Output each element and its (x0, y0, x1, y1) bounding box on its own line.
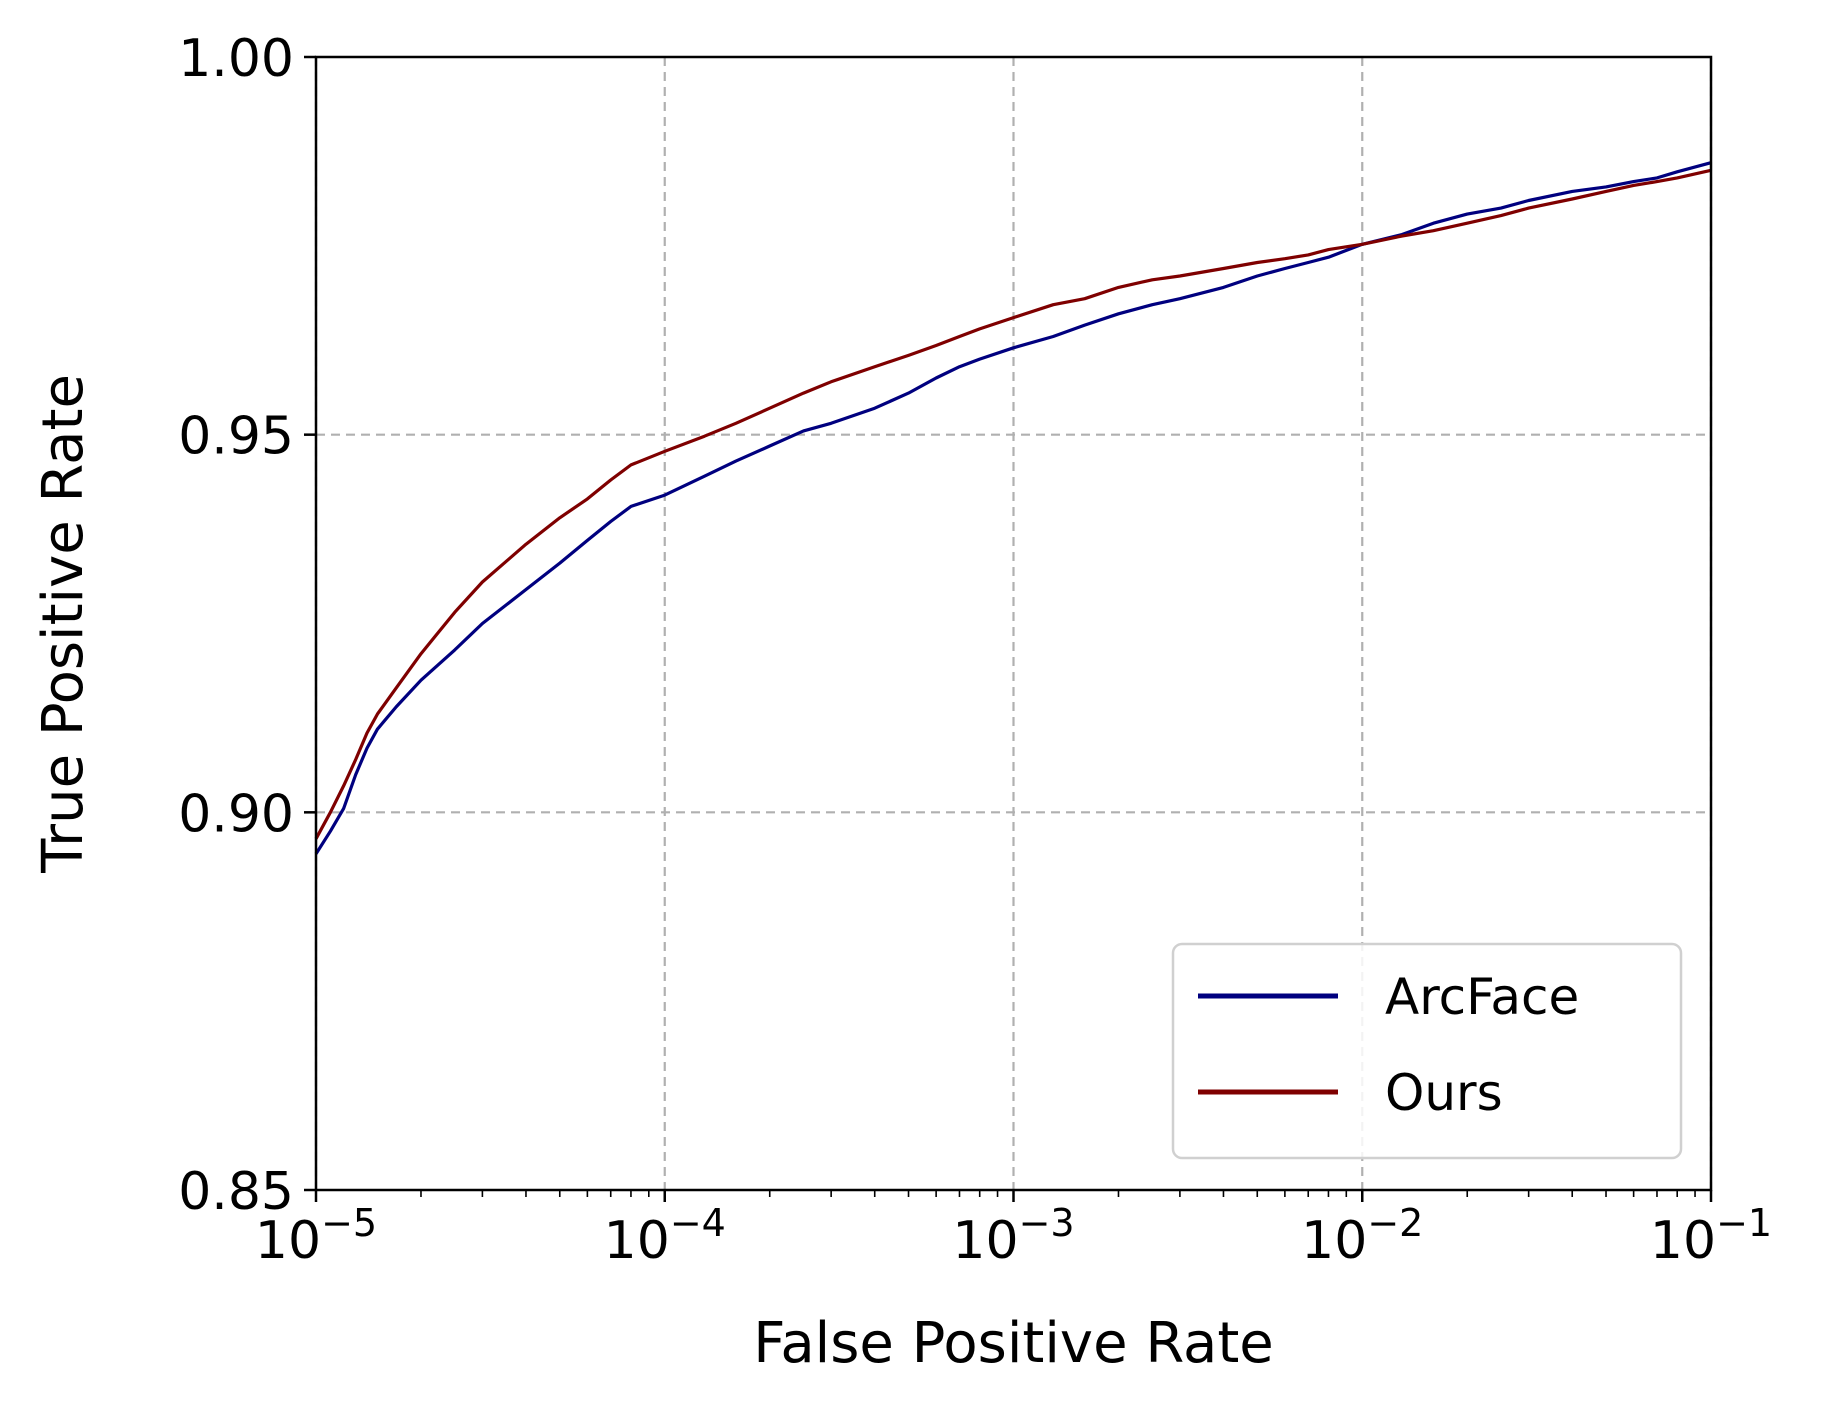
series-line-arcface (314, 161, 1712, 855)
y-tick-label: 0.90 (178, 784, 294, 844)
x-tick-label: 10−3 (952, 1201, 1074, 1271)
legend-label-ours: Ours (1385, 1064, 1503, 1122)
x-tick-label: 10−5 (255, 1201, 377, 1271)
x-axis-label: False Positive Rate (753, 1311, 1273, 1376)
x-tick-label: 10−4 (604, 1201, 726, 1271)
legend-label-arcface: ArcFace (1385, 968, 1579, 1026)
series-lines (314, 161, 1712, 855)
x-tick-label: 10−2 (1301, 1201, 1423, 1271)
y-tick-label: 1.00 (178, 29, 294, 89)
legend: ArcFace Ours (1171, 942, 1683, 1160)
y-axis-label: True Positive Rate (31, 374, 96, 874)
x-tick-label: 10−1 (1650, 1201, 1772, 1271)
series-line-ours (314, 168, 1712, 840)
y-tick-label: 0.85 (178, 1162, 294, 1222)
axis-ticks: 10−5 10−4 10−3 10−2 10−1 0.85 0.90 0.95 1.00 (178, 29, 1772, 1271)
y-tick-label: 0.95 (178, 407, 294, 467)
